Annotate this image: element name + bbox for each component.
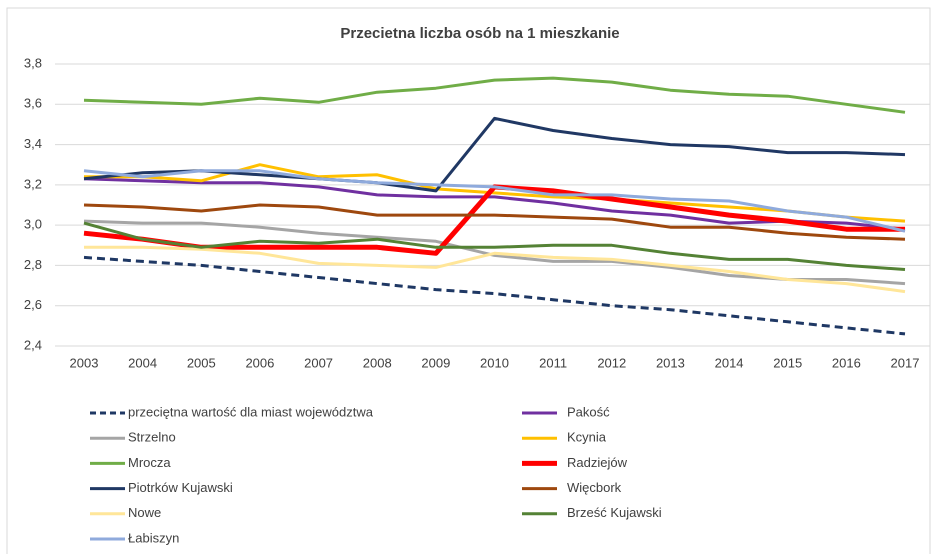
y-tick-label: 2,6 bbox=[24, 297, 42, 312]
chart-title: Przecietna liczba osób na 1 mieszkanie bbox=[340, 25, 619, 42]
series-line bbox=[83, 177, 906, 231]
legend-label: Pakość bbox=[567, 404, 610, 419]
y-tick-label: 3,6 bbox=[24, 96, 42, 111]
x-tick-label: 2012 bbox=[597, 355, 626, 370]
y-tick-label: 3,0 bbox=[24, 217, 42, 232]
legend-label: Nowe bbox=[128, 505, 161, 520]
legend-label: Łabiszyn bbox=[128, 530, 179, 545]
x-tick-label: 2005 bbox=[187, 355, 216, 370]
series-line bbox=[83, 203, 906, 241]
x-tick-label: 2013 bbox=[656, 355, 685, 370]
legend-label: Brześć Kujawski bbox=[567, 505, 662, 520]
x-tick-label: 2015 bbox=[773, 355, 802, 370]
x-tick-label: 2006 bbox=[245, 355, 274, 370]
legend-label: przeciętna wartość dla miast województwa bbox=[128, 404, 374, 419]
x-tick-label: 2008 bbox=[363, 355, 392, 370]
x-tick-label: 2017 bbox=[891, 355, 920, 370]
y-tick-label: 2,4 bbox=[24, 337, 42, 352]
x-tick-label: 2004 bbox=[128, 355, 157, 370]
legend-label: Piotrków Kujawski bbox=[128, 480, 233, 495]
x-tick-label: 2003 bbox=[70, 355, 99, 370]
x-tick-label: 2016 bbox=[832, 355, 861, 370]
x-tick-label: 2014 bbox=[715, 355, 744, 370]
x-tick-label: 2009 bbox=[421, 355, 450, 370]
legend-label: Więcbork bbox=[567, 480, 622, 495]
x-tick-label: 2007 bbox=[304, 355, 333, 370]
series-line bbox=[84, 245, 906, 294]
series-line bbox=[83, 76, 906, 114]
x-tick-label: 2011 bbox=[539, 355, 567, 370]
series-line bbox=[83, 221, 906, 271]
chart-frame bbox=[6, 7, 931, 554]
legend-label: Strzelno bbox=[128, 430, 176, 445]
x-tick-label: 2010 bbox=[480, 355, 509, 370]
series-line bbox=[83, 169, 906, 233]
y-tick-label: 3,4 bbox=[24, 136, 42, 151]
legend-label: Radziejów bbox=[567, 455, 628, 470]
legend-label: Kcynia bbox=[567, 430, 607, 445]
legend-label: Mrocza bbox=[128, 455, 171, 470]
y-tick-label: 2,8 bbox=[24, 257, 42, 272]
series-line bbox=[84, 163, 906, 223]
y-tick-label: 3,8 bbox=[24, 55, 42, 70]
series-line bbox=[83, 255, 906, 336]
y-tick-label: 3,2 bbox=[24, 176, 42, 191]
